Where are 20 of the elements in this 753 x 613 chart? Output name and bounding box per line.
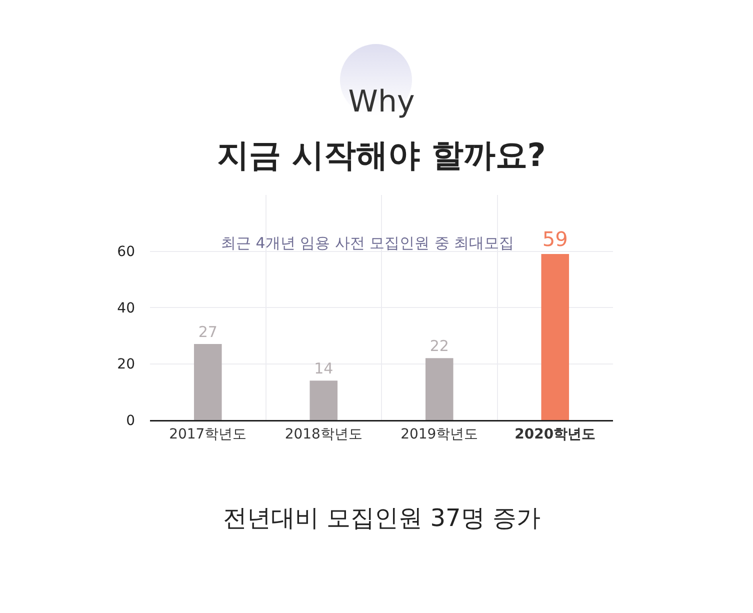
chart-title: Why <box>348 84 415 120</box>
bar <box>541 254 570 420</box>
text: 전년대비 모집인원 37명 증가 <box>223 504 540 532</box>
data-label: 59 <box>542 227 568 252</box>
data-label: 14 <box>314 360 334 378</box>
bar <box>310 380 338 420</box>
data-label: 22 <box>430 337 449 356</box>
annotation: 최근 4개년 임용 사전 모집인원 중 최대모집 <box>221 234 514 252</box>
data-label: 27 <box>198 323 218 342</box>
x-tick-label: 2018학년도 <box>284 426 362 442</box>
y-tick-label: 40 <box>117 300 135 316</box>
x-tick-label: 2020학년도 <box>514 426 596 442</box>
y-tick-label: 20 <box>117 356 135 373</box>
y-tick-label: 60 <box>117 244 135 260</box>
y-tick-label: 0 <box>126 412 135 429</box>
chart-subtitle: 지금 시작해야 할까요? <box>217 136 546 174</box>
x-tick-label: 2019학년도 <box>400 426 478 442</box>
x-tick-label: 2017학년도 <box>169 426 247 442</box>
bar <box>194 344 222 420</box>
bar <box>425 358 454 420</box>
